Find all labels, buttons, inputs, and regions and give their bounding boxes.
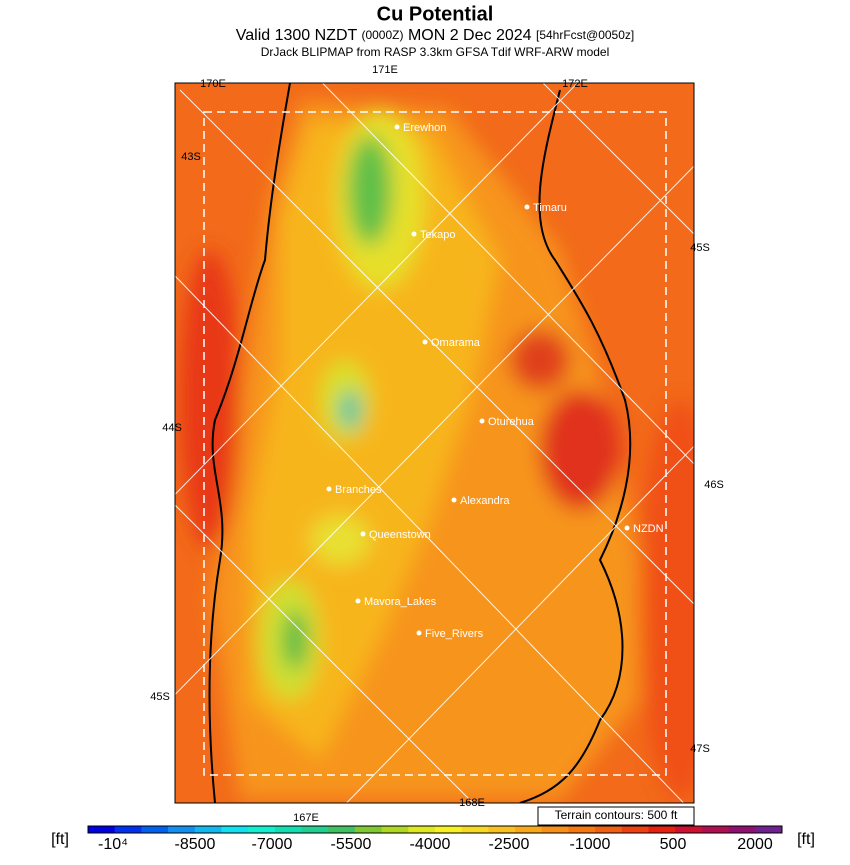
place-label: Tekapo <box>420 229 455 241</box>
colorbar-label: -1000 <box>570 836 611 853</box>
colorbar-label: -2500 <box>489 836 530 853</box>
grid-label: 44S <box>162 422 182 434</box>
grid-label: 46S <box>704 479 724 491</box>
place-label: Erewhon <box>403 122 446 134</box>
subtitle: Valid 1300 NZDT (0000Z) MON 2 Dec 2024 [… <box>236 27 634 44</box>
colorbar-label: 2000 <box>737 836 773 853</box>
colorbar-swatch <box>541 826 569 833</box>
map <box>175 83 694 803</box>
colorbar-swatch <box>488 826 516 833</box>
colorbar-swatch <box>381 826 409 833</box>
colorbar-swatch <box>88 826 116 833</box>
colorbar-swatch <box>621 826 650 833</box>
place-dot <box>326 486 332 492</box>
unit-right: [ft] <box>797 831 815 848</box>
date: MON 2 Dec 2024 <box>408 27 532 44</box>
colorbar-swatch <box>141 826 169 833</box>
colorbar-swatch <box>354 826 383 833</box>
valid: Valid 1300 NZDT <box>236 27 358 44</box>
colorbar-label: 500 <box>660 836 687 853</box>
place-dot <box>479 418 485 424</box>
colorbar-swatch <box>221 826 249 833</box>
colorbar-label: -8500 <box>175 836 216 853</box>
place-dot <box>416 630 422 636</box>
place-label: Branches <box>335 484 382 496</box>
colorbar-label: -7000 <box>252 836 293 853</box>
colorbar-swatch <box>675 826 703 833</box>
model: DrJack BLIPMAP from RASP 3.3km GFSA Tdif… <box>261 45 610 59</box>
place-label: Five_Rivers <box>425 628 484 640</box>
colorbar-swatch <box>408 826 436 833</box>
grid-label: 168E <box>459 797 485 809</box>
colorbar-frame <box>87 825 783 834</box>
grid-label: 45S <box>690 242 710 254</box>
place-dot <box>451 497 457 503</box>
unit-left: [ft] <box>51 831 69 848</box>
grid-label: 43S <box>181 151 201 163</box>
zulu: (0000Z) <box>361 28 403 42</box>
place-label: NZDN <box>633 523 664 535</box>
colorbar-swatch <box>461 826 489 833</box>
place-dot <box>355 598 361 604</box>
colorbar-swatch <box>515 826 543 833</box>
place-dot <box>422 339 428 345</box>
colorbar-swatch <box>194 826 222 833</box>
place-label: Mavora_Lakes <box>364 596 437 608</box>
colorbar-label: -4000 <box>410 836 451 853</box>
grid-label: 170E <box>200 78 226 90</box>
place-label: Queenstown <box>369 529 431 541</box>
colorbar-label: -5500 <box>331 836 372 853</box>
colorbar-swatch <box>728 826 756 833</box>
title: Cu Potential <box>377 3 494 25</box>
colorbar-swatch <box>701 826 730 833</box>
colorbar-swatch <box>168 826 196 833</box>
grid-label: 171E <box>372 64 398 76</box>
field <box>180 100 694 800</box>
place-label: Timaru <box>533 202 567 214</box>
colorbar-swatch <box>595 826 623 833</box>
place-label: Oturehua <box>488 416 535 428</box>
colorbar-swatch <box>328 826 356 833</box>
colorbar-label: -10⁴ <box>98 836 128 853</box>
place-dot <box>411 231 417 237</box>
forecast: [54hrFcst@0050z] <box>536 28 634 42</box>
place-dot <box>394 124 400 130</box>
contour-note: Terrain contours: 500 ft <box>555 808 678 822</box>
grid-label: 172E <box>562 78 588 90</box>
colorbar-swatch <box>568 826 596 833</box>
place-label: Omarama <box>431 337 481 349</box>
grid-label: 167E <box>293 812 319 824</box>
grid-label: 47S <box>690 743 710 755</box>
place-dot <box>360 531 366 537</box>
colorbar-swatch <box>301 826 329 833</box>
colorbar-swatch <box>648 826 676 833</box>
colorbar-swatch <box>755 826 783 833</box>
place-label: Alexandra <box>460 495 510 507</box>
place-dot <box>624 525 630 531</box>
grid-label: 45S <box>150 691 170 703</box>
colorbar-swatch <box>274 826 303 833</box>
colorbar-swatch <box>114 826 142 833</box>
place-dot <box>524 204 530 210</box>
colorbar-swatch <box>248 826 276 833</box>
colorbar-swatch <box>435 826 463 833</box>
